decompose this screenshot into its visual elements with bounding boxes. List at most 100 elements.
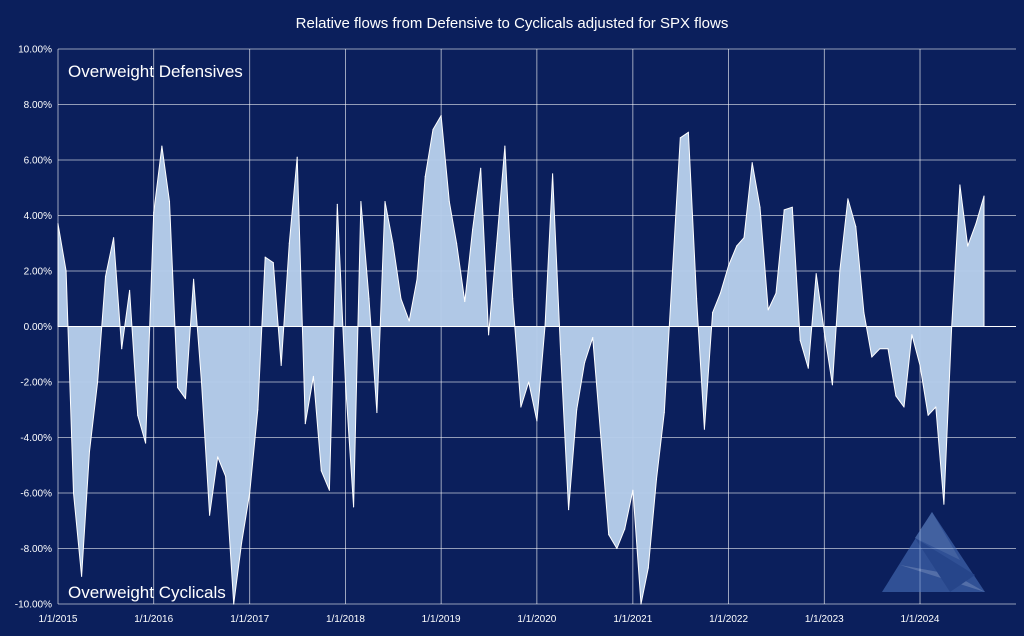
data-point bbox=[192, 278, 195, 280]
data-point bbox=[153, 212, 155, 214]
x-tick-label: 1/1/2022 bbox=[709, 614, 748, 625]
data-point bbox=[112, 237, 115, 239]
data-point bbox=[632, 489, 634, 491]
data-point bbox=[975, 223, 977, 225]
data-point bbox=[775, 292, 777, 294]
data-point bbox=[328, 489, 331, 491]
data-point bbox=[512, 298, 514, 300]
data-point bbox=[392, 242, 394, 244]
data-point bbox=[647, 567, 649, 569]
data-point bbox=[807, 367, 809, 369]
data-point bbox=[480, 167, 482, 169]
data-point bbox=[217, 456, 219, 458]
data-point bbox=[583, 361, 586, 364]
data-point bbox=[703, 428, 706, 430]
data-point bbox=[719, 292, 722, 294]
data-point bbox=[496, 242, 498, 244]
y-tick-label: -2.00% bbox=[20, 378, 52, 389]
data-point bbox=[663, 411, 665, 414]
data-point bbox=[576, 409, 578, 411]
data-point bbox=[887, 348, 889, 350]
data-point bbox=[863, 312, 865, 314]
data-point bbox=[791, 206, 793, 208]
data-point bbox=[711, 312, 714, 314]
y-tick-label: 6.00% bbox=[24, 156, 52, 167]
data-point bbox=[184, 398, 187, 400]
y-tick-label: 2.00% bbox=[24, 267, 52, 278]
x-tick-label: 1/1/2021 bbox=[613, 614, 652, 625]
data-point bbox=[320, 470, 322, 472]
data-point bbox=[624, 528, 626, 530]
data-point bbox=[903, 406, 905, 408]
data-point bbox=[240, 542, 243, 544]
data-point bbox=[272, 262, 274, 264]
data-point bbox=[743, 237, 745, 239]
data-point bbox=[249, 492, 251, 494]
data-point bbox=[839, 270, 841, 272]
data-point bbox=[655, 478, 658, 480]
data-point bbox=[464, 300, 466, 303]
data-point bbox=[408, 320, 410, 322]
data-point bbox=[560, 353, 562, 355]
data-point bbox=[416, 278, 418, 280]
data-point bbox=[592, 337, 594, 339]
data-point bbox=[983, 195, 985, 197]
data-point bbox=[304, 423, 306, 425]
x-tick-label: 1/1/2018 bbox=[326, 614, 365, 625]
data-point bbox=[751, 162, 753, 164]
data-point bbox=[679, 137, 681, 139]
data-point bbox=[855, 226, 857, 228]
data-point bbox=[616, 547, 618, 550]
data-point bbox=[424, 176, 426, 178]
data-point bbox=[799, 339, 801, 341]
x-tick-label: 1/1/2019 bbox=[422, 614, 461, 625]
data-point bbox=[831, 384, 834, 386]
data-point bbox=[65, 270, 67, 272]
data-point bbox=[360, 201, 362, 203]
data-point bbox=[440, 115, 442, 117]
chart-title: Relative flows from Defensive to Cyclica… bbox=[296, 15, 729, 32]
data-point bbox=[137, 414, 139, 416]
data-point bbox=[783, 209, 785, 211]
data-point bbox=[879, 348, 881, 350]
data-point bbox=[871, 356, 873, 358]
data-point bbox=[919, 364, 921, 366]
x-tick-label: 1/1/2015 bbox=[39, 614, 78, 625]
data-point bbox=[935, 406, 937, 408]
data-point bbox=[312, 375, 315, 378]
data-point bbox=[384, 201, 386, 203]
data-point bbox=[967, 245, 969, 247]
data-point bbox=[208, 514, 211, 516]
data-point bbox=[927, 414, 929, 416]
x-tick-label: 1/1/2024 bbox=[901, 614, 940, 625]
data-point bbox=[264, 256, 266, 258]
data-point bbox=[161, 145, 163, 147]
data-point bbox=[759, 206, 761, 208]
y-tick-label: -6.00% bbox=[20, 489, 52, 500]
data-point bbox=[168, 201, 171, 203]
data-point bbox=[233, 603, 235, 605]
y-tick-label: -10.00% bbox=[15, 600, 52, 611]
y-tick-label: 10.00% bbox=[18, 45, 52, 56]
data-point bbox=[895, 395, 897, 397]
data-point bbox=[257, 409, 259, 411]
data-point bbox=[815, 273, 817, 275]
data-point bbox=[472, 228, 474, 230]
y-axis-tick-labels: 10.00% 8.00% 6.00% 4.00% 2.00% 0.00% -2.00% -4.… bbox=[15, 45, 52, 611]
data-point bbox=[72, 492, 75, 494]
data-point bbox=[104, 275, 107, 278]
data-point bbox=[687, 131, 690, 133]
data-point bbox=[911, 334, 913, 336]
data-point bbox=[520, 406, 522, 408]
data-point bbox=[608, 534, 610, 536]
data-point bbox=[344, 381, 347, 383]
x-tick-label: 1/1/2020 bbox=[517, 614, 556, 625]
data-point bbox=[176, 386, 179, 389]
annotation-overweight-defensives: Overweight Defensives bbox=[68, 62, 243, 81]
data-point bbox=[96, 381, 99, 383]
data-point bbox=[432, 128, 434, 131]
data-point bbox=[144, 442, 147, 444]
data-point bbox=[568, 509, 570, 511]
